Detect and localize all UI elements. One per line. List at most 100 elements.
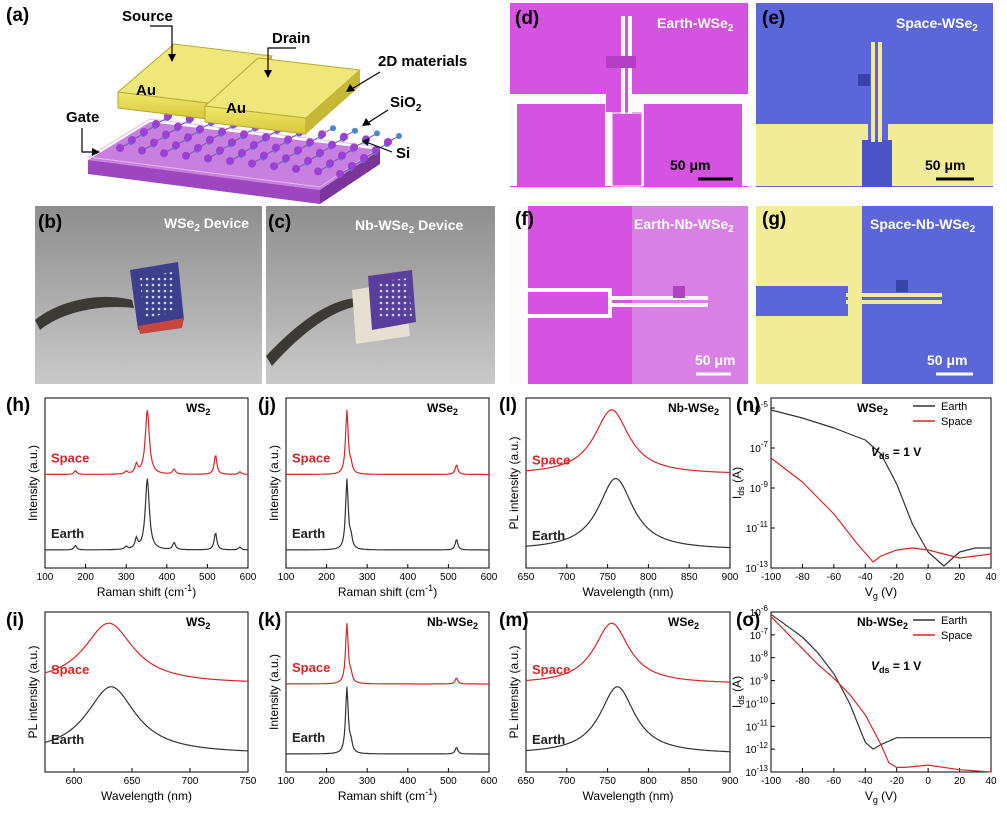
legend-label: Earth <box>941 401 967 413</box>
plot-frame <box>770 397 992 569</box>
x-tick-label: 400 <box>399 776 416 787</box>
y-tick-label: 10-8 <box>750 650 769 665</box>
micrograph-space-nb-wse2: (g) Space-Nb-WSe2 50 μm <box>756 206 993 384</box>
y-tick-label: 10-7 <box>750 440 769 455</box>
atom <box>292 164 300 173</box>
y-axis-label: Intensity (a.u.) <box>267 445 281 521</box>
x-tick-label: -40 <box>858 572 873 583</box>
x-axis-label: Wavelength (nm) <box>583 789 674 803</box>
chart-o: (o) -100 -80 -60 -40 -20 0 20 40 Vg (V) Ids (A) Nb-… <box>730 604 997 805</box>
series-label: Space <box>51 662 89 677</box>
x-tick-label: 200 <box>318 572 335 583</box>
atom <box>396 133 402 139</box>
micrograph-earth-wse2: (d) Earth-WSe2 50 μm <box>510 3 748 187</box>
photo-nb-wse2-device: (c) Nb-WSe2 Device <box>266 206 495 384</box>
atom <box>314 167 322 176</box>
scale-bar-d: 50 μm <box>670 157 710 173</box>
y-tick-label: 10-11 <box>746 520 769 535</box>
chart-title: WS2 <box>186 401 210 417</box>
au-label-2: Au <box>226 100 246 117</box>
chart-k: (k) 100 200 300 400 500 600 Raman shift (cm-1) I… <box>258 610 498 803</box>
scale-bar-e: 50 μm <box>925 157 965 173</box>
x-tick-label: -40 <box>858 776 873 787</box>
x-tick-label: 500 <box>440 776 457 787</box>
atom <box>348 162 356 170</box>
atom <box>138 146 146 155</box>
drain-pad-side <box>306 70 360 134</box>
panel-label-f: (f) <box>515 209 534 230</box>
chart-h: (h) 100 200 300 400 500 600 Raman shift (cm-1) I… <box>6 395 257 599</box>
series-label: Earth <box>532 732 565 747</box>
series-label: Space <box>532 662 570 677</box>
x-tick-label: 40 <box>985 572 997 583</box>
x-axis-label: Raman shift (cm-1) <box>338 583 437 599</box>
chart-m: (m) 650 700 750 800 850 900 Wavelength (nm) PL i… <box>499 610 739 803</box>
panel-label-a: (a) <box>6 5 29 26</box>
x-tick-label: -80 <box>795 572 810 583</box>
vds-annotation: Vds = 1 V <box>871 445 921 461</box>
x-tick-label: 700 <box>182 776 199 787</box>
y-tick-label: 10-9 <box>750 673 769 688</box>
atom <box>294 146 302 155</box>
source-label: Source <box>122 8 173 25</box>
atom <box>218 127 226 136</box>
x-tick-label: 400 <box>399 572 416 583</box>
x-tick-label: -20 <box>889 776 904 787</box>
atom <box>128 136 136 144</box>
x-tick-label: 750 <box>599 572 616 583</box>
series-space <box>286 409 489 476</box>
scale-bar-f: 50 μm <box>695 352 735 368</box>
panel-label: (k) <box>258 610 281 631</box>
atom <box>240 130 248 139</box>
legend-label: Space <box>941 630 972 642</box>
atom <box>326 159 334 168</box>
y-axis-label: PL intensity (a.u.) <box>507 646 521 739</box>
photo-b-title: WSe2 Device <box>164 215 249 234</box>
atom <box>272 143 280 152</box>
x-tick-label: 0 <box>925 776 931 787</box>
atom <box>270 162 278 171</box>
x-tick-label: -20 <box>889 572 904 583</box>
atom <box>316 148 324 157</box>
atom <box>172 141 180 150</box>
chart-title: WSe2 <box>668 615 699 631</box>
atom <box>282 154 290 163</box>
x-tick-label: -60 <box>827 776 842 787</box>
series-label: Space <box>292 451 330 466</box>
atom <box>328 140 336 149</box>
x-tick-label: 600 <box>481 776 498 787</box>
x-tick-label: 500 <box>199 572 216 583</box>
series-earth <box>770 613 991 750</box>
x-tick-label: 20 <box>954 572 966 583</box>
series-space <box>525 622 730 683</box>
chart-title: Nb-WSe2 <box>427 615 478 631</box>
materials-label: 2D materials <box>378 53 467 70</box>
series-space <box>44 622 249 682</box>
photo-c-title: Nb-WSe2 Device <box>355 217 463 236</box>
panel-label: (h) <box>6 395 30 416</box>
micrograph-f-title: Earth-Nb-WSe2 <box>634 216 734 235</box>
x-tick-label: 600 <box>481 572 498 583</box>
x-tick-label: 650 <box>124 776 141 787</box>
photo-wse2-device: (b) WSe2 Device <box>35 206 262 384</box>
atom <box>384 138 392 146</box>
chart-title: Nb-WSe2 <box>668 401 719 417</box>
x-tick-label: -60 <box>827 572 842 583</box>
series-label: Earth <box>292 526 325 541</box>
panel-label-g: (g) <box>762 209 786 230</box>
atom <box>304 156 312 165</box>
x-tick-label: 100 <box>278 572 295 583</box>
atom <box>330 125 336 132</box>
y-tick-label: 10-11 <box>746 718 769 733</box>
series-earth <box>525 686 730 753</box>
atom <box>152 120 160 128</box>
atom <box>160 149 168 158</box>
vds-annotation: Vds = 1 V <box>871 659 921 675</box>
x-tick-label: 200 <box>77 572 94 583</box>
atom <box>174 122 182 131</box>
x-axis-label: Vg (V) <box>865 585 897 601</box>
x-tick-label: 700 <box>558 572 575 583</box>
atom <box>194 143 202 152</box>
